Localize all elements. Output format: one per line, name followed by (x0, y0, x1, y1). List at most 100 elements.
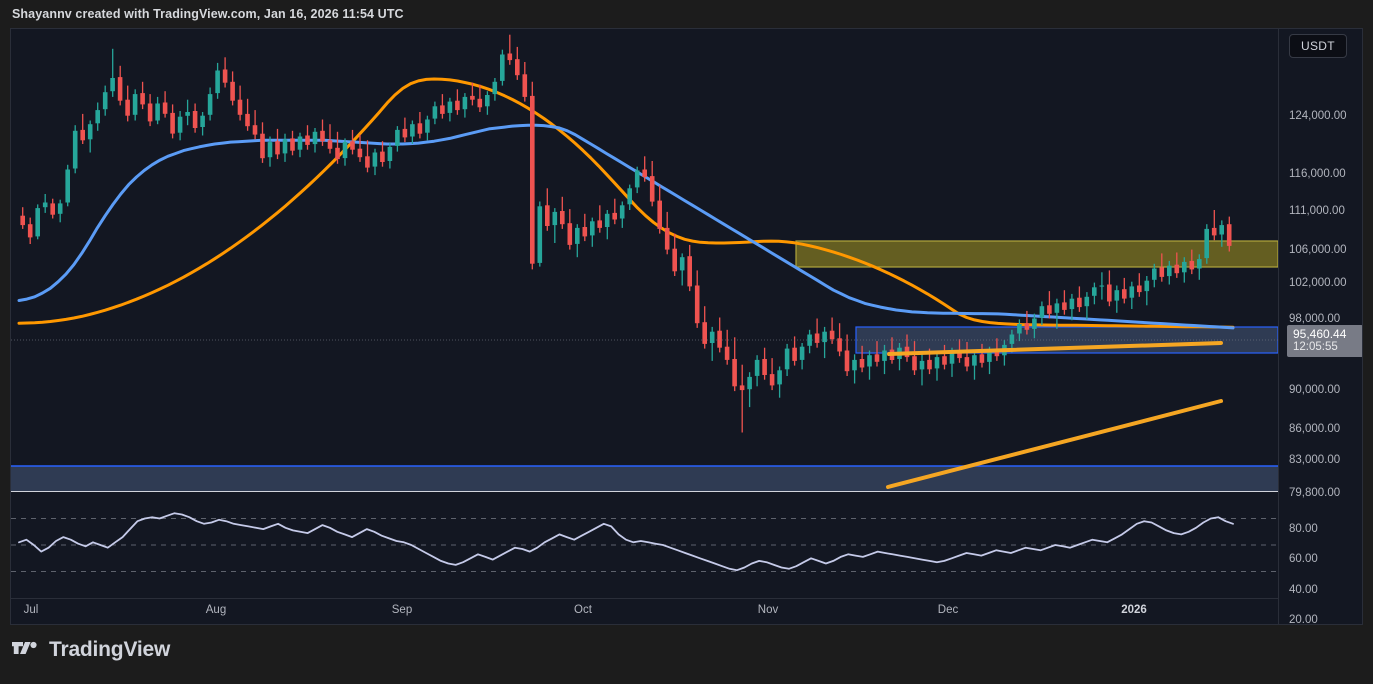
candle-body (177, 116, 183, 133)
candle-body (20, 215, 25, 226)
candle-body (972, 355, 977, 366)
time-axis-label: Oct (574, 604, 592, 616)
candle-body (762, 359, 767, 375)
candle-body (275, 141, 280, 155)
candle-body (200, 115, 205, 127)
candle-body (267, 142, 273, 158)
candle-body (657, 200, 662, 229)
candle-body (1144, 280, 1150, 292)
candle-body (110, 78, 115, 92)
candle-body (837, 338, 842, 352)
tradingview-logo-icon (12, 641, 37, 654)
candle-body (867, 355, 872, 367)
ascending-triangle-support[interactable] (886, 399, 1223, 489)
candle-body (769, 374, 775, 386)
candle-body (1099, 285, 1105, 287)
candle-body (732, 359, 737, 387)
candle-body (57, 203, 63, 214)
candle-body (612, 212, 617, 220)
time-axis-label: Dec (937, 604, 959, 616)
candle-body (717, 330, 722, 348)
price-axis-label: 80.00 (1289, 523, 1318, 535)
candle-body (395, 129, 400, 146)
price-axis-label: 111,000.00 (1289, 205, 1345, 217)
candle-body (1182, 261, 1187, 273)
candle-body (380, 151, 385, 162)
candle-body (192, 111, 198, 128)
candle-body (350, 141, 355, 150)
candle-body (694, 285, 700, 324)
candle-body (72, 130, 78, 169)
candle-body (949, 352, 955, 364)
candle-body (994, 350, 1000, 357)
time-axis[interactable]: Jul Aug Sep Oct Nov Dec 2026 (11, 598, 1278, 624)
candle-body (545, 205, 550, 226)
time-axis-label: Nov (757, 604, 779, 616)
candle-body (387, 146, 393, 161)
candle-body (1054, 303, 1060, 313)
currency-badge[interactable]: USDT (1289, 34, 1347, 58)
candle-body (500, 54, 505, 81)
candle-body (222, 69, 228, 83)
candle-body (1137, 285, 1142, 293)
candle-body (237, 99, 243, 115)
candle-body (170, 112, 175, 134)
time-axis-label: 2026 (1121, 604, 1147, 616)
candle-body (485, 95, 490, 107)
candle-body (65, 169, 70, 203)
candle-body (432, 106, 438, 119)
candle-body (1009, 334, 1015, 344)
price-pane[interactable] (11, 29, 1278, 491)
candle-body (1197, 259, 1202, 269)
candle-body (50, 203, 55, 215)
candle-body (874, 354, 880, 362)
candle-body (1062, 302, 1067, 310)
candle-body (1017, 324, 1022, 334)
candle-body (155, 103, 160, 121)
candle-body (117, 77, 123, 101)
candle-body (1219, 225, 1224, 235)
candle-body (649, 176, 655, 202)
candle-body (1092, 287, 1097, 296)
candle-body (185, 112, 190, 116)
candle-body (709, 331, 715, 343)
candle-body (619, 205, 625, 219)
candle-body (882, 350, 887, 361)
candle-body (777, 370, 782, 385)
candle-body (410, 124, 415, 137)
brand-name: TradingView (49, 638, 171, 661)
candle-body (147, 103, 153, 122)
candle-body (140, 93, 145, 105)
candle-body (672, 248, 677, 272)
moving-average-slow-line (17, 77, 1235, 329)
candle-body (792, 347, 797, 361)
candle-body (87, 124, 93, 140)
candle-body (859, 359, 865, 368)
candle-body (987, 351, 992, 362)
candle-body (664, 227, 670, 250)
candle-body (492, 81, 498, 95)
price-axis-label: 106,000.00 (1289, 244, 1347, 256)
candle-body (462, 96, 468, 110)
candle-body (297, 136, 303, 150)
candle-body (1039, 306, 1045, 318)
price-axis[interactable]: USDT 95,460.44 12:05:55 124,000.00 116,00… (1278, 29, 1362, 624)
price-axis-label: 98,000.00 (1289, 313, 1341, 325)
candle-body (342, 142, 348, 159)
ascending-triangle-resistance[interactable] (887, 341, 1223, 356)
candle-body (739, 385, 745, 391)
candle-body (207, 94, 213, 115)
candle-body (260, 133, 265, 159)
price-axis-label: 40.00 (1289, 584, 1318, 596)
candle-body (327, 140, 333, 149)
support-demand-zone-lower (11, 466, 1278, 491)
price-axis-label: 79,800.00 (1289, 487, 1341, 499)
candle-body (1174, 264, 1180, 274)
candle-body (822, 331, 827, 343)
candle-body (754, 359, 760, 376)
candle-body (604, 213, 610, 227)
candle-body (575, 227, 580, 244)
rsi-pane[interactable] (11, 492, 1278, 598)
price-axis-label: 102,000.00 (1289, 277, 1347, 289)
price-axis-label: 83,000.00 (1289, 454, 1341, 466)
